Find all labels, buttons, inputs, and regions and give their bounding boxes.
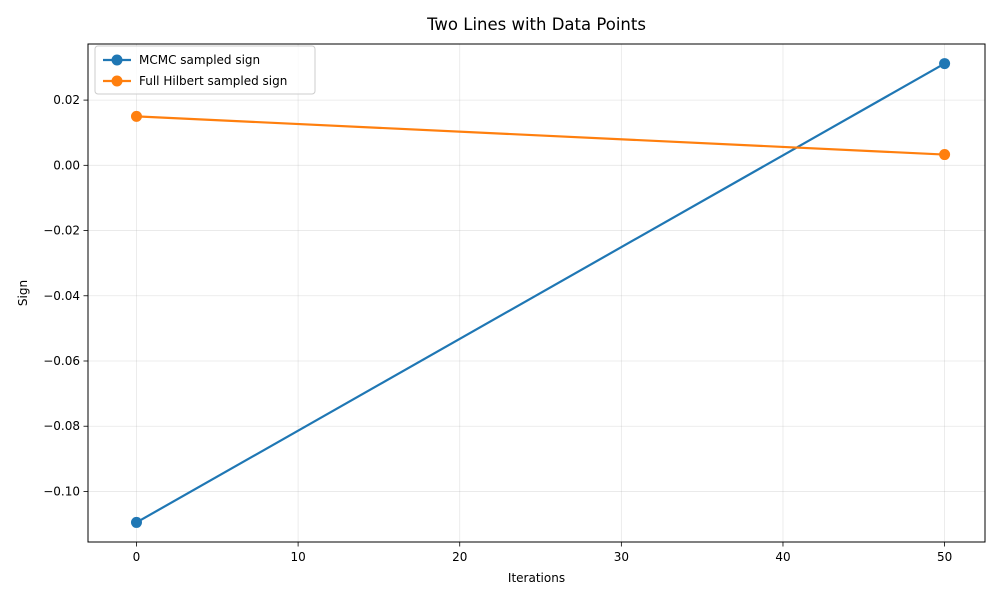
legend-marker-2: [111, 75, 123, 87]
legend-marker-1: [111, 54, 123, 66]
x-axis-label: Iterations: [508, 571, 565, 585]
series-layer: [130, 58, 951, 528]
y-tick-label: 0.00: [53, 158, 80, 172]
y-tick-label: −0.08: [43, 419, 80, 433]
y-axis-label: Sign: [16, 280, 30, 306]
y-tick-label: −0.06: [43, 354, 80, 368]
series-2-point: [939, 149, 951, 161]
series-2-point: [130, 110, 142, 122]
y-tick-label: −0.04: [43, 289, 80, 303]
legend: MCMC sampled sign Full Hilbert sampled si…: [94, 45, 316, 95]
y-tick-label: −0.02: [43, 224, 80, 238]
y-tick-label: 0.02: [53, 93, 80, 107]
y-tick-label: −0.10: [43, 484, 80, 498]
chart-title: Two Lines with Data Points: [426, 15, 646, 34]
plot-frame: [87, 43, 986, 543]
x-tick-label: 10: [290, 550, 305, 564]
series-line-2: [136, 115, 945, 156]
axis-ticks: 0 10 20 30 40 50 −0.10 −0.08 −0.06 −0.04 −0.02 0.00…: [43, 93, 952, 564]
x-tick-label: 20: [452, 550, 467, 564]
series-1-point: [939, 58, 951, 70]
series-line-1: [135, 62, 946, 524]
legend-label-2: Full Hilbert sampled sign: [139, 74, 287, 88]
x-tick-label: 40: [775, 550, 790, 564]
x-tick-label: 50: [937, 550, 952, 564]
legend-label-1: MCMC sampled sign: [139, 53, 260, 67]
x-tick-label: 30: [614, 550, 629, 564]
x-tick-label: 0: [133, 550, 141, 564]
series-1-point: [130, 516, 142, 528]
legend-box: [94, 45, 316, 95]
